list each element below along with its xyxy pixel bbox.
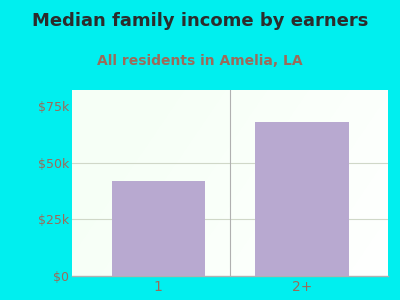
Text: All residents in Amelia, LA: All residents in Amelia, LA	[97, 54, 303, 68]
Bar	[112, 181, 205, 276]
Bar	[255, 122, 348, 276]
Text: Median family income by earners: Median family income by earners	[32, 12, 368, 30]
